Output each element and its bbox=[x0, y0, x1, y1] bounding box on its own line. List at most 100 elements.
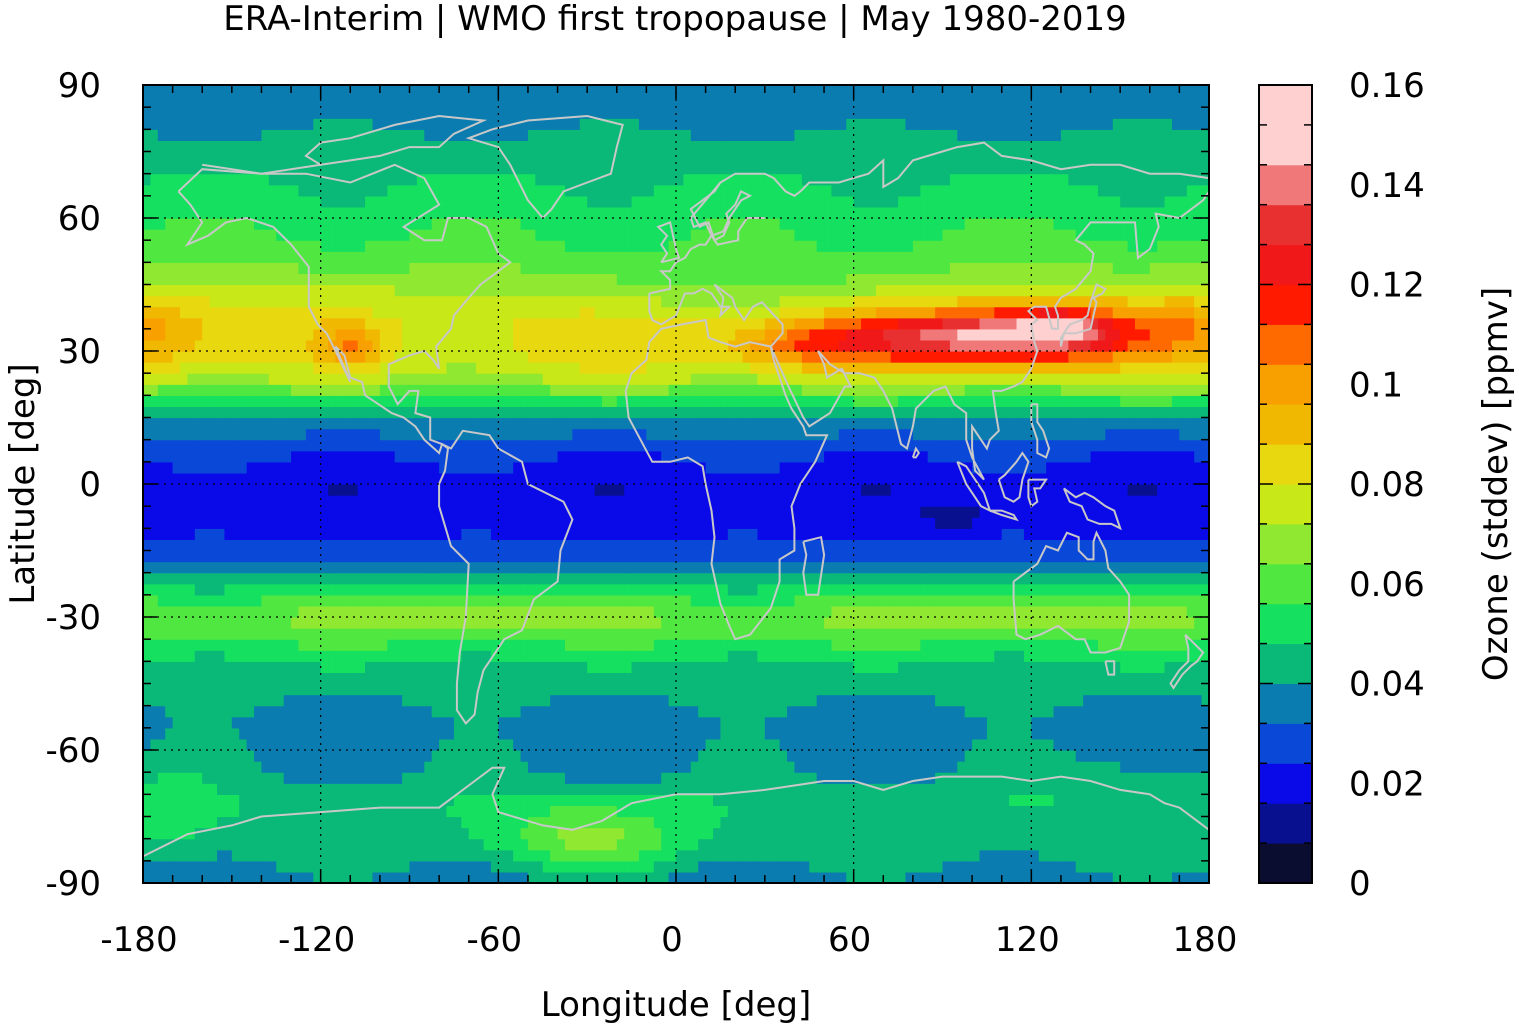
heatmap-cell bbox=[320, 827, 329, 840]
heatmap-cell bbox=[513, 860, 522, 873]
heatmap-cell bbox=[1149, 738, 1158, 751]
heatmap-cell bbox=[868, 849, 877, 862]
heatmap-cell bbox=[150, 561, 159, 574]
heatmap-cell bbox=[787, 594, 796, 607]
heatmap-cell bbox=[616, 683, 625, 696]
heatmap-cell bbox=[254, 628, 263, 640]
heatmap-cell bbox=[313, 805, 322, 818]
heatmap-cell bbox=[676, 772, 684, 784]
heatmap-cell bbox=[1038, 639, 1047, 651]
heatmap-cell bbox=[439, 639, 448, 651]
heatmap-cell bbox=[402, 583, 411, 596]
heatmap-cell bbox=[1112, 716, 1121, 729]
heatmap-cell bbox=[416, 860, 425, 873]
heatmap-cell bbox=[379, 827, 388, 840]
heatmap-cell bbox=[787, 761, 796, 773]
heatmap-cell bbox=[912, 572, 921, 585]
heatmap-cell bbox=[209, 539, 218, 552]
heatmap-cell bbox=[912, 849, 921, 862]
heatmap-cell bbox=[172, 639, 181, 651]
heatmap-cell bbox=[868, 672, 877, 685]
heatmap-cell bbox=[587, 794, 596, 807]
heatmap-cell bbox=[157, 683, 166, 696]
heatmap-cell bbox=[875, 528, 884, 541]
heatmap-cell bbox=[1112, 639, 1121, 651]
heatmap-cell bbox=[342, 594, 351, 607]
heatmap-cell bbox=[194, 783, 203, 795]
heatmap-cell bbox=[935, 572, 944, 585]
heatmap-cell bbox=[668, 506, 677, 518]
heatmap-cell bbox=[550, 838, 559, 851]
heatmap-cell bbox=[846, 594, 855, 607]
heatmap-cell bbox=[816, 528, 825, 541]
heatmap-cell bbox=[372, 572, 381, 585]
heatmap-cell bbox=[550, 805, 559, 818]
heatmap-cell bbox=[1046, 860, 1055, 873]
heatmap-cell bbox=[180, 860, 189, 873]
heatmap-cell bbox=[1090, 672, 1099, 685]
heatmap-cell bbox=[801, 617, 810, 629]
heatmap-cell bbox=[690, 727, 699, 740]
heatmap-cell bbox=[490, 561, 499, 574]
heatmap-cell bbox=[750, 750, 759, 762]
heatmap-cell bbox=[935, 838, 944, 851]
heatmap-cell bbox=[431, 783, 440, 795]
heatmap-cell bbox=[217, 506, 226, 518]
heatmap-cell bbox=[616, 594, 625, 607]
heatmap-cell bbox=[224, 827, 233, 840]
heatmap-cell bbox=[601, 628, 610, 640]
heatmap-cell bbox=[1001, 716, 1010, 729]
heatmap-cell bbox=[550, 661, 559, 674]
heatmap-cell bbox=[365, 506, 374, 518]
heatmap-cell bbox=[490, 495, 499, 507]
heatmap-cell bbox=[1201, 628, 1210, 640]
heatmap-cell bbox=[616, 694, 625, 707]
heatmap-cell bbox=[1105, 761, 1114, 773]
heatmap-cell bbox=[587, 772, 596, 784]
heatmap-cell bbox=[387, 539, 396, 552]
heatmap-cell bbox=[535, 860, 544, 873]
heatmap-cell bbox=[535, 528, 544, 541]
heatmap-cell bbox=[291, 550, 300, 563]
heatmap-cell bbox=[1157, 650, 1166, 662]
heatmap-cell bbox=[409, 750, 418, 762]
heatmap-cell bbox=[638, 561, 647, 574]
heatmap-cell bbox=[1134, 628, 1143, 640]
heatmap-cell bbox=[1097, 827, 1106, 840]
heatmap-cell bbox=[972, 794, 981, 807]
heatmap-cell bbox=[868, 816, 877, 829]
heatmap-cell bbox=[986, 772, 995, 784]
heatmap-cell bbox=[646, 750, 655, 762]
heatmap-cell bbox=[187, 694, 196, 707]
heatmap-cell bbox=[476, 628, 485, 640]
heatmap-cell bbox=[542, 838, 551, 851]
heatmap-cell bbox=[542, 860, 551, 873]
heatmap-cell bbox=[883, 827, 892, 840]
heatmap-cell bbox=[483, 694, 492, 707]
heatmap-cell bbox=[1083, 539, 1092, 552]
heatmap-cell bbox=[387, 605, 396, 618]
heatmap-cell bbox=[794, 583, 803, 596]
heatmap-cell bbox=[283, 517, 292, 529]
heatmap-cell bbox=[1186, 750, 1195, 762]
heatmap-cell bbox=[1001, 805, 1010, 818]
heatmap-cell bbox=[772, 661, 781, 674]
heatmap-cell bbox=[483, 727, 492, 740]
heatmap-cell bbox=[446, 528, 455, 541]
heatmap-cell bbox=[609, 517, 618, 529]
heatmap-cell bbox=[912, 506, 921, 518]
heatmap-cell bbox=[572, 550, 581, 563]
heatmap-cell bbox=[416, 772, 425, 784]
heatmap-cell bbox=[335, 683, 344, 696]
heatmap-cell bbox=[239, 594, 248, 607]
heatmap-cell bbox=[490, 517, 499, 529]
heatmap-cell bbox=[187, 495, 196, 507]
heatmap-cell bbox=[1038, 794, 1047, 807]
heatmap-cell bbox=[557, 594, 566, 607]
heatmap-cell bbox=[1112, 805, 1121, 818]
heatmap-cell bbox=[439, 761, 448, 773]
heatmap-cell bbox=[1164, 716, 1173, 729]
heatmap-cell bbox=[676, 517, 684, 529]
heatmap-cell bbox=[387, 694, 396, 707]
heatmap-cell bbox=[342, 683, 351, 696]
